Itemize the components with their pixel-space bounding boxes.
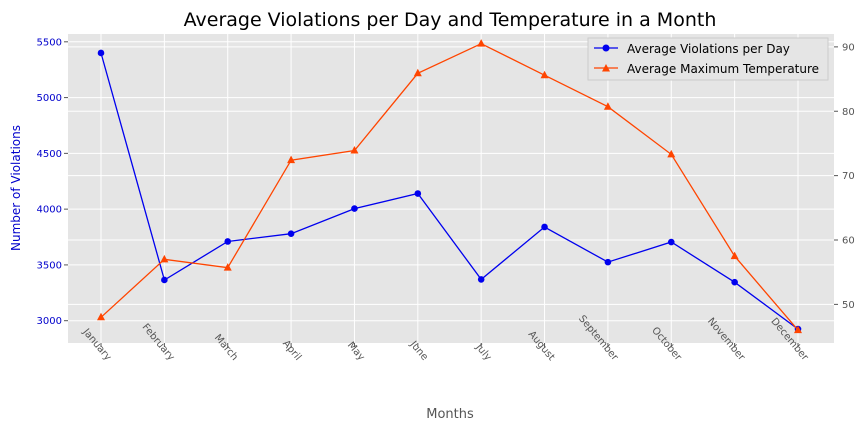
data-point-temperature <box>223 263 232 271</box>
data-point-temperature <box>603 102 612 110</box>
data-point-temperature <box>413 68 422 77</box>
data-point-temperature <box>350 146 359 154</box>
data-point-temperature <box>160 254 169 263</box>
data-point-violations <box>224 238 232 245</box>
legend-label-violations: Average Violations per Day <box>627 42 790 56</box>
data-point-temperature <box>794 325 802 334</box>
y-right-tick-label: 60 <box>842 236 855 247</box>
data-point-violations <box>477 276 485 283</box>
y-left-tick-label: 4000 <box>37 205 62 216</box>
y-left-tick-label: 5500 <box>37 37 62 48</box>
data-point-violations <box>731 278 738 286</box>
y-right-tick-label: 70 <box>842 171 855 182</box>
data-point-temperature <box>730 251 739 260</box>
y-left-tick-label: 4500 <box>37 149 62 160</box>
data-point-violations <box>287 230 295 237</box>
y-left-tick-label: 3500 <box>37 260 62 271</box>
chart-title: Average Violations per Day and Temperatu… <box>184 9 717 31</box>
legend-box <box>587 37 829 81</box>
y-right-tick-label: 80 <box>842 107 855 118</box>
x-tick-label: May <box>345 340 367 363</box>
series-line-temperature <box>100 42 799 331</box>
legend: Average Violations per Day Average Maxim… <box>587 37 829 81</box>
data-point-violations <box>604 258 612 266</box>
series-lines <box>97 39 802 334</box>
data-point-violations <box>351 205 358 212</box>
y-right-tick-label: 90 <box>842 42 855 53</box>
legend-marker-violations <box>602 44 610 52</box>
series-line-violations <box>100 52 799 330</box>
data-point-temperature <box>287 155 296 164</box>
data-point-violations <box>541 223 548 231</box>
plot-area <box>68 34 834 343</box>
y-left-tick-label: 5000 <box>37 93 62 104</box>
y-axis-label: Number of Violations <box>9 125 23 251</box>
y-left-tick-label: 3000 <box>37 316 62 327</box>
x-tick-label: July <box>473 341 494 363</box>
data-point-temperature <box>667 149 676 158</box>
data-point-violations <box>414 190 422 197</box>
x-axis-label: Months <box>426 407 474 422</box>
data-point-violations <box>667 238 675 246</box>
data-point-violations <box>97 49 105 57</box>
data-point-temperature <box>477 39 486 47</box>
data-point-temperature <box>97 312 105 321</box>
y-right-tick-label: 50 <box>842 300 855 311</box>
legend-label-temperature: Average Maximum Temperature <box>627 62 819 76</box>
legend-marker-temperature <box>602 64 610 72</box>
data-point-violations <box>161 276 168 284</box>
data-point-temperature <box>540 70 549 79</box>
